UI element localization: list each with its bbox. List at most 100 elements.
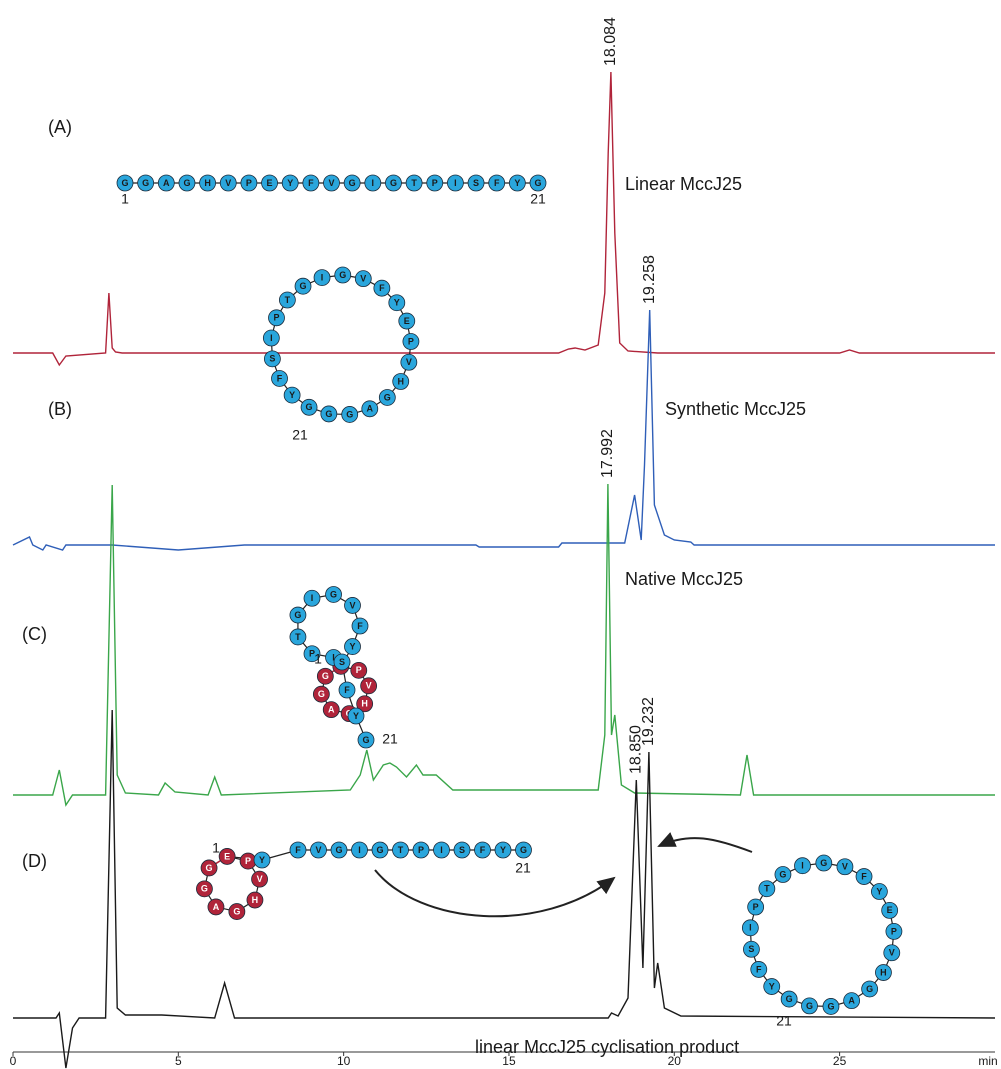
x-tick-label: 25 — [833, 1054, 847, 1068]
residue-letter: G — [335, 845, 342, 855]
residue-letter: I — [270, 333, 273, 343]
residue-letter: F — [308, 178, 314, 188]
residue-letter: G — [142, 178, 149, 188]
residue-letter: A — [367, 404, 374, 414]
residue — [529, 174, 547, 192]
residue-letter: T — [411, 178, 417, 188]
residue-letter: I — [311, 593, 314, 603]
residue-letter: S — [269, 354, 275, 364]
residue — [322, 701, 340, 719]
residue — [320, 405, 338, 423]
residue-letter: I — [358, 845, 361, 855]
x-tick-label: 5 — [175, 1054, 182, 1068]
residue — [815, 854, 833, 872]
residue — [881, 901, 899, 919]
residue-letter: F — [480, 845, 486, 855]
residue-letter: G — [390, 178, 397, 188]
trace-name: Native MccJ25 — [625, 569, 743, 589]
residue-letter: P — [309, 649, 315, 659]
residue-letter: F — [344, 685, 350, 695]
residue — [116, 174, 134, 192]
residue-letter: A — [328, 705, 335, 715]
residue-letter: T — [295, 632, 301, 642]
residue-letter: I — [332, 652, 335, 662]
residue — [488, 174, 506, 192]
trace — [13, 709, 996, 1069]
residue — [199, 174, 217, 192]
residue-letter: I — [749, 923, 752, 933]
residue — [836, 858, 854, 876]
residue — [207, 898, 225, 916]
residue-letter: Y — [259, 855, 265, 865]
residue — [373, 279, 391, 297]
residue-letter: S — [339, 657, 345, 667]
residue-letter: G — [384, 392, 391, 402]
residue-letter: H — [361, 699, 368, 709]
residue-letter: G — [322, 671, 329, 681]
residue-letter: P — [418, 845, 424, 855]
residue-letter: Y — [287, 178, 293, 188]
residue — [354, 270, 372, 288]
residue-number: 21 — [776, 1013, 792, 1029]
residue — [343, 174, 361, 192]
residue-letter: A — [848, 996, 855, 1006]
residue-letter: G — [183, 178, 190, 188]
residue-letter: I — [372, 178, 375, 188]
residue-letter: F — [295, 845, 301, 855]
residue-letter: V — [315, 845, 321, 855]
residue-letter: P — [356, 665, 362, 675]
residue — [351, 617, 369, 635]
residue-letter: G — [330, 589, 337, 599]
peak-label: 18.850 — [627, 725, 644, 774]
residue — [453, 841, 471, 859]
peak-label: 17.992 — [599, 429, 616, 478]
residue-letter: G — [339, 270, 346, 280]
residue — [774, 866, 792, 883]
residue — [316, 667, 334, 685]
residue-letter: E — [404, 316, 410, 326]
residue-letter: S — [459, 845, 465, 855]
residue — [323, 174, 340, 192]
x-tick-label: 10 — [337, 1054, 351, 1068]
residue-letter: G — [233, 906, 240, 916]
arrow — [657, 832, 753, 853]
residue — [446, 174, 464, 192]
trace-name: Linear MccJ25 — [625, 174, 742, 194]
residue — [302, 174, 320, 192]
trace — [12, 309, 995, 551]
residue-letter: P — [273, 313, 279, 323]
residue — [310, 841, 327, 859]
residue — [883, 944, 901, 962]
residue-letter: F — [379, 283, 385, 293]
residue-letter: G — [786, 994, 793, 1004]
residue-letter: Y — [289, 390, 295, 400]
residue-number: 21 — [292, 427, 308, 443]
residue — [360, 677, 378, 695]
residue — [400, 353, 418, 371]
residue-letter: H — [204, 178, 211, 188]
residue — [378, 389, 396, 406]
residue — [341, 406, 359, 423]
residue-letter: G — [534, 178, 541, 188]
residue — [338, 681, 356, 699]
residue-letter: P — [753, 902, 759, 912]
residue — [263, 350, 281, 368]
residue — [361, 400, 379, 418]
residue-letter: V — [889, 948, 895, 958]
residue-letter: Y — [514, 178, 520, 188]
residue — [334, 266, 352, 284]
residue-letter: Y — [353, 711, 359, 721]
residue — [262, 329, 280, 347]
residue — [303, 589, 321, 607]
residue — [398, 312, 416, 330]
residue — [137, 174, 155, 192]
residue — [246, 891, 264, 909]
residue — [330, 841, 348, 859]
residue-number: 21 — [382, 731, 398, 747]
residue — [261, 174, 278, 192]
residue-letter: G — [820, 858, 827, 868]
residue-letter: V — [842, 862, 848, 872]
panel-label: (B) — [48, 399, 72, 419]
residue — [347, 707, 365, 725]
residue-letter: F — [861, 871, 867, 881]
